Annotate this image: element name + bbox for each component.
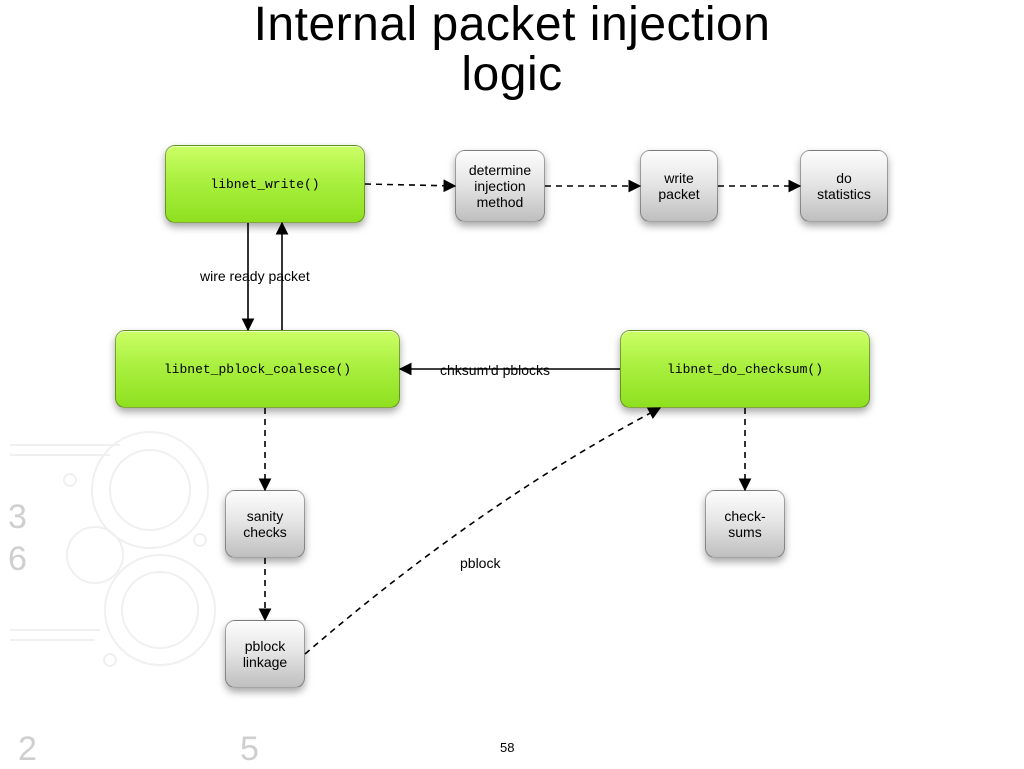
node-label: pblock linkage: [243, 638, 287, 670]
node-label: libnet_do_checksum(): [667, 362, 823, 377]
node-label: determine injection method: [469, 162, 531, 210]
node-det_method: determine injection method: [455, 150, 545, 222]
node-label: check- sums: [724, 508, 765, 540]
node-libnet_write: libnet_write(): [165, 145, 365, 223]
node-sanity: sanity checks: [225, 490, 305, 558]
node-coalesce: libnet_pblock_coalesce(): [115, 330, 400, 408]
node-label: write packet: [658, 170, 699, 202]
edge-label-chksumd: chksum'd pblocks: [440, 362, 550, 378]
node-label: libnet_write(): [210, 177, 319, 192]
node-label: do statistics: [817, 170, 871, 202]
node-checksums: check- sums: [705, 490, 785, 558]
node-label: libnet_pblock_coalesce(): [164, 362, 351, 377]
node-label: sanity checks: [243, 508, 287, 540]
node-write_packet: write packet: [640, 150, 718, 222]
node-pblock_linkage: pblock linkage: [225, 620, 305, 688]
edge-label-wire-ready: wire ready packet: [200, 268, 310, 284]
node-do_stats: do statistics: [800, 150, 888, 222]
node-do_checksum: libnet_do_checksum(): [620, 330, 870, 408]
page-number: 58: [500, 740, 514, 755]
diagram-canvas: libnet_write() determine injection method…: [0, 0, 1024, 768]
edge-label-pblock: pblock: [460, 555, 500, 571]
